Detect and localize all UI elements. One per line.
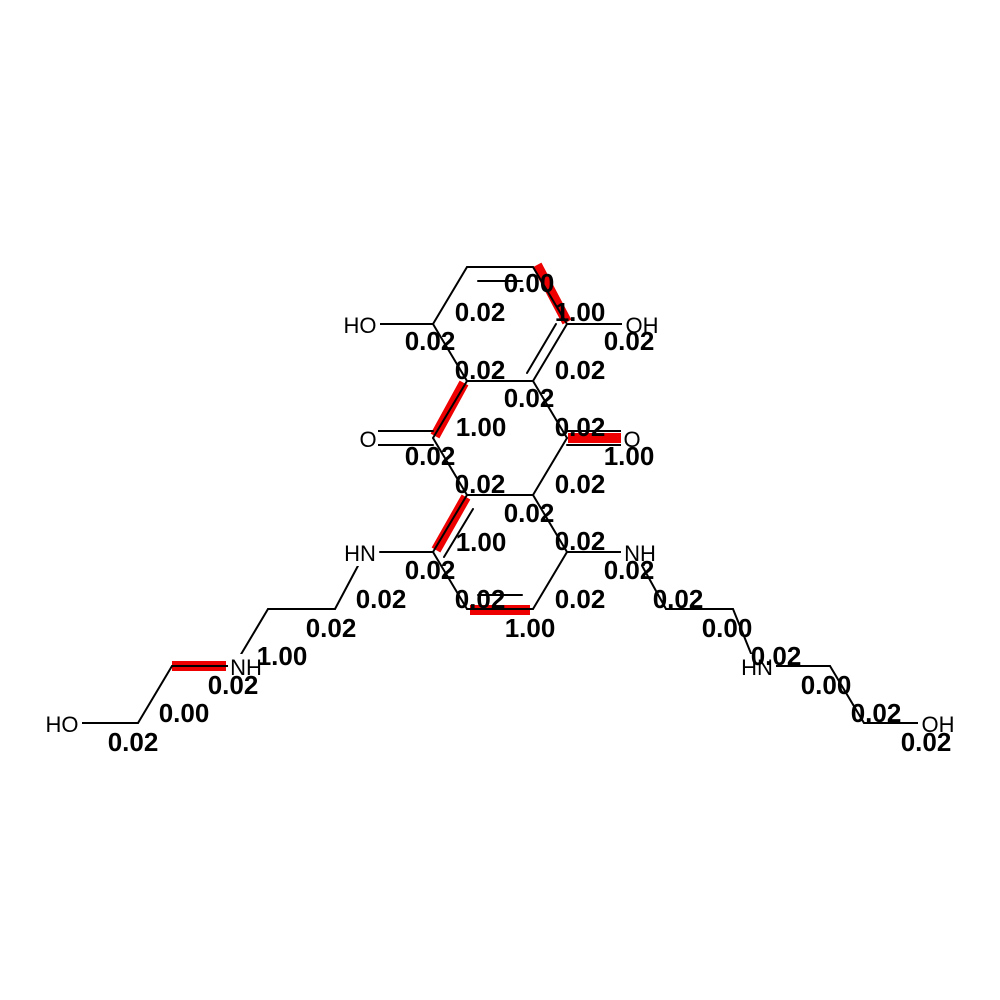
atom-labels: HO OH O O HN NH NH HN HO OH [46, 313, 955, 737]
bond-weight-label: 0.02 [555, 584, 606, 614]
bond-weight-label: 0.02 [405, 555, 456, 585]
bond-weight-label: 0.02 [208, 670, 259, 700]
bond-line [334, 561, 361, 610]
atom-label-backgrounds [42, 312, 958, 737]
bond-weight-label: 0.02 [604, 326, 655, 356]
bond-line [239, 608, 269, 657]
bond-weight-label: 0.02 [108, 727, 159, 757]
atom-label: HN [344, 541, 376, 566]
bond-weight-label: 0.02 [851, 698, 902, 728]
bond-weight-label: 0.02 [555, 526, 606, 556]
bond-weight-label: 0.00 [159, 698, 210, 728]
bond-weight-label: 1.00 [604, 441, 655, 471]
bond-weight-label: 0.02 [653, 584, 704, 614]
bond-line [532, 551, 568, 610]
bond-line [532, 323, 568, 382]
bond-weight-label: 0.02 [504, 383, 555, 413]
bond-line [432, 494, 468, 553]
atom-label: NH [624, 541, 656, 566]
atom-label: HN [741, 655, 773, 680]
bond-weight-label: 1.00 [505, 613, 556, 643]
bond-weight-label: 0.00 [801, 670, 852, 700]
bond-weight-label: 0.00 [504, 268, 555, 298]
bond-line [732, 608, 753, 657]
bond-weight-label: 1.00 [257, 641, 308, 671]
bond-line [432, 437, 468, 496]
bond-line [532, 266, 568, 325]
bond-weight-label: 0.02 [751, 641, 802, 671]
bond-weight-label: 0.02 [901, 727, 952, 757]
bond-weight-label: 0.02 [455, 584, 506, 614]
bond-weight-label: 0.02 [504, 498, 555, 528]
bond-weight-label: 0.02 [604, 555, 655, 585]
bond-line [443, 508, 474, 558]
bond-line [432, 380, 468, 439]
atom-label: OH [626, 313, 659, 338]
bond-line [532, 380, 568, 439]
bond-line [137, 665, 173, 724]
atom-label: NH [230, 655, 262, 680]
bond-weight-label: 0.02 [405, 326, 456, 356]
atom-label: OH [922, 712, 955, 737]
bond-weight-label: 0.02 [555, 469, 606, 499]
bond-line [829, 665, 865, 724]
bond-weight-label: 0.02 [555, 355, 606, 385]
bond-line [432, 551, 468, 610]
bond-weight-label: 1.00 [456, 527, 507, 557]
bond-line [432, 323, 468, 382]
bond-weight-label: 1.00 [456, 412, 507, 442]
bond-line [526, 323, 557, 374]
bond-line [532, 494, 568, 553]
atom-label: HO [344, 313, 377, 338]
bond-weight-label: 0.02 [455, 355, 506, 385]
bond-weight-labels: 0.00 0.02 1.00 0.02 0.02 0.02 0.02 0.02 … [108, 268, 952, 757]
bond-weight-label: 0.02 [555, 412, 606, 442]
bond-line [639, 561, 667, 610]
bond-weight-label: 0.02 [306, 613, 357, 643]
bond-line [432, 266, 468, 325]
bond-weight-label: 0.00 [702, 613, 753, 643]
highlighted-bond [532, 262, 572, 325]
bond-weight-label: 0.02 [405, 441, 456, 471]
bond-weight-label: 1.00 [555, 297, 606, 327]
atom-label: O [623, 427, 640, 452]
bond-weight-label: 0.02 [455, 297, 506, 327]
bond-weight-label: 0.02 [356, 584, 407, 614]
bond-lines [81, 266, 919, 724]
bond-line [532, 437, 568, 496]
atom-label: HO [46, 712, 79, 737]
atom-label: O [359, 427, 376, 452]
bond-weight-label: 0.02 [455, 469, 506, 499]
